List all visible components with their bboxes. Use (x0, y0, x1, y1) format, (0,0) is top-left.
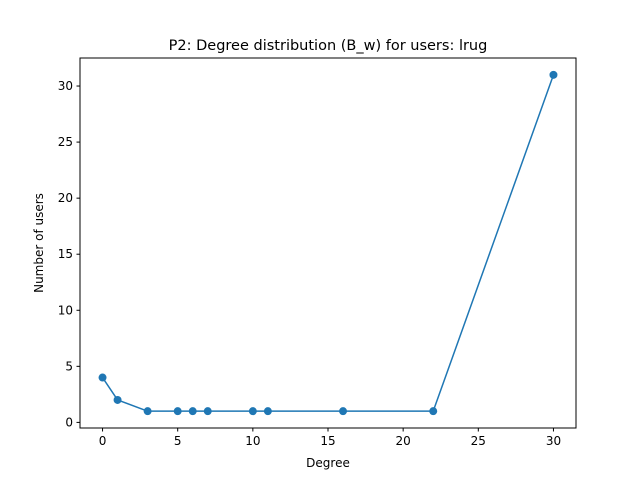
x-tick-label: 5 (174, 434, 182, 448)
data-point (429, 407, 438, 416)
y-tick-label: 20 (58, 191, 73, 205)
data-point (549, 70, 558, 79)
y-tick-label: 0 (65, 415, 73, 429)
y-tick-label: 30 (58, 79, 73, 93)
data-point (248, 407, 257, 416)
data-point (203, 407, 212, 416)
x-axis-label: Degree (306, 456, 350, 470)
x-tick-label: 10 (245, 434, 260, 448)
x-axis: 0 5 10 15 20 25 30 (99, 428, 561, 448)
x-tick-label: 30 (546, 434, 561, 448)
data-point (173, 407, 182, 416)
plot-area (98, 70, 558, 416)
x-tick-label: 25 (471, 434, 486, 448)
series-line (101, 74, 555, 412)
y-tick-label: 10 (58, 303, 73, 317)
x-tick-label: 15 (320, 434, 335, 448)
y-axis: 0 5 10 15 20 25 30 (58, 79, 80, 429)
y-tick-label: 15 (58, 247, 73, 261)
data-point (113, 395, 122, 404)
axes-frame (79, 57, 577, 429)
data-point (188, 407, 197, 416)
y-axis-label: Number of users (32, 193, 46, 293)
data-point (143, 407, 152, 416)
x-tick-label: 0 (99, 434, 107, 448)
data-point (263, 407, 272, 416)
data-point (98, 373, 107, 382)
data-point (339, 407, 348, 416)
y-tick-label: 25 (58, 135, 73, 149)
y-tick-label: 5 (65, 359, 73, 373)
x-tick-label: 20 (396, 434, 411, 448)
chart-title: P2: Degree distribution (B_w) for users:… (169, 38, 488, 54)
